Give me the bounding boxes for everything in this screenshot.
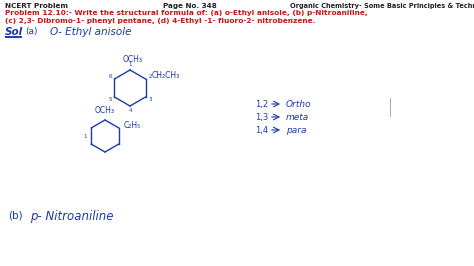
Text: Page No. 348: Page No. 348 [163,3,217,9]
Text: Problem 12.10:- Write the structural formula of: (a) o-Ethyl anisole, (b) p-Nitr: Problem 12.10:- Write the structural for… [5,10,368,16]
Text: 1,2: 1,2 [255,100,268,109]
Text: 1,4: 1,4 [255,126,268,135]
Text: (b): (b) [8,210,23,220]
Text: 4: 4 [128,109,132,114]
Text: OCH₃: OCH₃ [95,106,115,115]
Text: CH₂CH₃: CH₂CH₃ [152,72,180,81]
Text: 3: 3 [148,97,152,102]
Text: 2: 2 [148,74,152,79]
Text: 1,3: 1,3 [255,113,268,122]
Text: meta: meta [286,113,309,122]
Text: Ortho: Ortho [286,100,311,109]
Text: (c) 2,3- Dibromo-1- phenyl pentane, (d) 4-Ethyl -1- fluoro-2- nitrobenzene.: (c) 2,3- Dibromo-1- phenyl pentane, (d) … [5,18,316,24]
Text: O- Ethyl anisole: O- Ethyl anisole [50,27,131,37]
Text: OCH₃: OCH₃ [123,55,143,64]
Text: para: para [286,126,307,135]
Text: Organic Chemistry- Some Basic Principles & Techniques: Organic Chemistry- Some Basic Principles… [290,3,474,9]
Text: NCERT Problem: NCERT Problem [5,3,68,9]
Text: 1: 1 [83,134,87,139]
Text: p- Nitroaniline: p- Nitroaniline [30,210,113,223]
Text: Sol: Sol [5,27,23,37]
Text: 6: 6 [109,74,112,79]
Text: 1: 1 [128,63,132,68]
Text: 5: 5 [109,97,112,102]
Text: (a): (a) [25,27,37,36]
Text: C₂H₅: C₂H₅ [124,122,141,131]
